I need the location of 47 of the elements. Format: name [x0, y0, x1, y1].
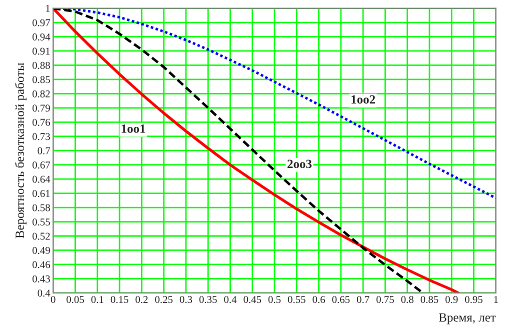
x-tick-label: 0.75	[376, 296, 394, 304]
x-tick-label: 0.4	[224, 296, 237, 304]
x-tick-label: 0.45	[244, 296, 262, 304]
x-tick-label: 0.95	[465, 296, 482, 304]
y-tick-label: 0.76	[32, 118, 50, 126]
x-tick-label: 0.6	[312, 296, 325, 304]
x-tick-label: 0.65	[332, 296, 350, 304]
y-tick-label: 0.7	[38, 147, 50, 154]
x-tick-label: 0.05	[66, 296, 84, 304]
y-axis-title: Вероятность безотказной работы	[14, 62, 27, 238]
series-label: 2oo3	[288, 160, 312, 168]
y-tick-label: 0.55	[32, 218, 50, 226]
y-tick-label: 0.97	[32, 19, 50, 26]
x-tick-label: 0	[50, 296, 56, 304]
y-tick-label: 0.64	[32, 176, 50, 183]
y-tick-label: 0.91	[32, 48, 50, 55]
y-tick-label: 0.94	[32, 33, 50, 41]
y-tick-label: 0.58	[32, 204, 50, 212]
x-tick-label: 0.25	[155, 296, 173, 304]
x-tick-label: 0.9	[445, 296, 458, 304]
y-tick-label: 0.82	[32, 90, 50, 98]
y-tick-label: 0.4	[38, 290, 50, 297]
x-tick-label: 0.3	[180, 296, 192, 304]
x-tick-label: 0.35	[199, 296, 217, 304]
x-tick-label: 0.55	[288, 296, 306, 304]
x-tick-label: 0.5	[268, 296, 281, 304]
y-tick-label: 0.46	[32, 261, 50, 268]
x-tick-label: 0.1	[91, 296, 104, 304]
y-tick-label: 0.43	[32, 275, 50, 282]
y-tick-label: 1	[46, 5, 50, 12]
x-axis-title: Время, лет	[438, 313, 496, 324]
y-tick-label: 0.49	[32, 246, 50, 254]
y-tick-label: 0.67	[32, 162, 50, 169]
x-tick-label: 0.8	[401, 296, 414, 304]
x-tick-label: 0.2	[136, 296, 148, 304]
y-tick-label: 0.88	[32, 62, 50, 69]
y-tick-label: 0.79	[32, 104, 50, 112]
x-tick-label: 1	[494, 296, 498, 303]
x-tick-label: 0.7	[356, 296, 370, 304]
x-tick-label: 0.15	[110, 296, 128, 304]
y-tick-label: 0.73	[32, 133, 50, 140]
y-tick-label: 0.52	[32, 232, 50, 240]
series-label: 1oo1	[122, 124, 146, 133]
y-tick-label: 0.61	[32, 190, 50, 198]
y-tick-label: 0.85	[32, 76, 50, 84]
series-label: 1oo2	[352, 95, 376, 104]
x-tick-label: 0.85	[420, 296, 438, 304]
